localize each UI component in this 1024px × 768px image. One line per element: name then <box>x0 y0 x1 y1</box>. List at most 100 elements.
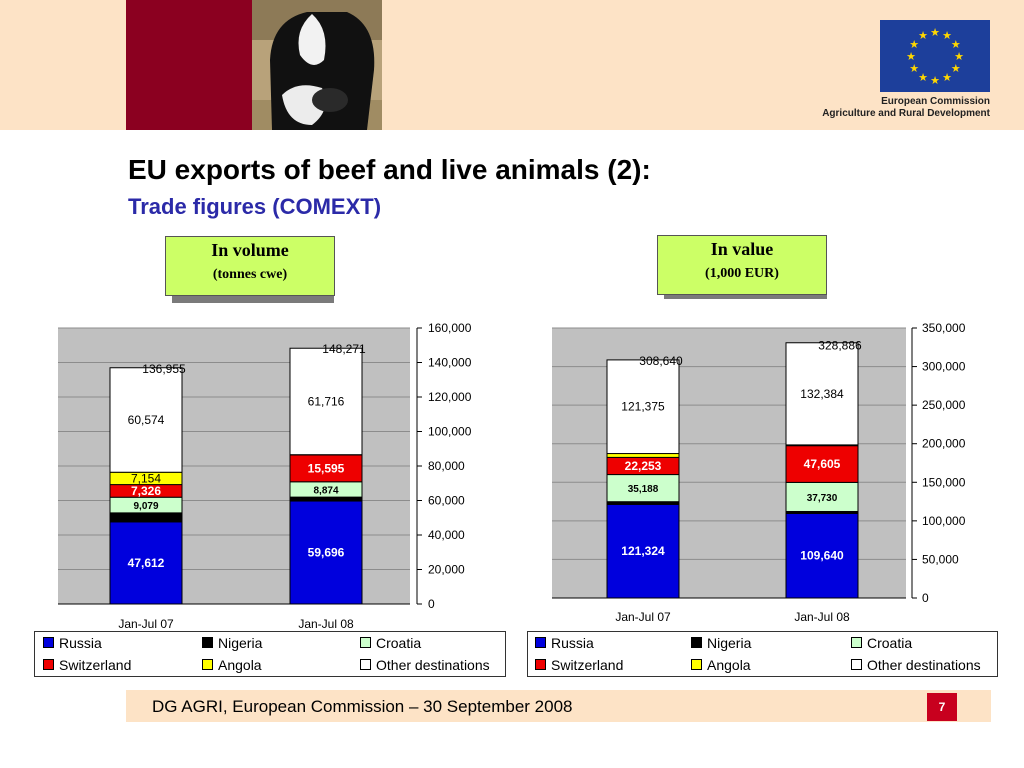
calf-photo <box>252 0 382 130</box>
volume-bar-russia-label: 59,696 <box>308 546 345 560</box>
legend-swatch <box>691 659 702 670</box>
legend-label: Angola <box>218 657 262 673</box>
volume-bar-other-destinations-label: 60,574 <box>128 413 165 427</box>
volume-bar-other-destinations <box>289 347 363 456</box>
legend-label: Croatia <box>376 635 422 651</box>
eu-star-icon: ★ <box>909 63 919 75</box>
legend-swatch <box>202 637 213 648</box>
page-number: 7 <box>927 693 957 721</box>
value-bar-other-destinations <box>606 359 680 455</box>
eu-star-icon: ★ <box>906 51 916 63</box>
volume-bar-switzerland <box>289 454 363 483</box>
legend-swatch <box>360 637 371 648</box>
page-subtitle: Trade figures (COMEXT) <box>128 194 382 219</box>
volume-y-tick-label: 0 <box>428 597 435 611</box>
value-y-tick-label: 100,000 <box>922 514 966 528</box>
legend-label: Switzerland <box>551 657 624 673</box>
volume-bar-croatia-label: 8,874 <box>313 485 338 496</box>
volume-bar-russia <box>289 500 363 605</box>
legend-item-russia: Russia <box>43 635 102 651</box>
volume-y-tick-label: 100,000 <box>428 425 472 439</box>
volume-badge: In volume (tonnes cwe) <box>165 236 335 296</box>
legend-label: Russia <box>59 635 102 651</box>
legend-label: Angola <box>707 657 751 673</box>
header-red-block <box>126 0 252 130</box>
legend-swatch <box>202 659 213 670</box>
volume-badge-unit: (tonnes cwe) <box>212 267 288 282</box>
legend-item-russia: Russia <box>535 635 594 651</box>
volume-chart-legend: Russia Nigeria Croatia Switzerland Angola Oth… <box>34 631 506 677</box>
footer-band <box>126 690 991 722</box>
value-bar-angola <box>606 453 680 458</box>
volume-bar-other-destinations-label: 61,716 <box>308 394 345 408</box>
volume-y-tick-label: 40,000 <box>428 528 465 542</box>
legend-item-other-destinations: Other destinations <box>851 657 981 673</box>
legend-label: Nigeria <box>707 635 752 651</box>
value-y-tick-label: 200,000 <box>922 437 966 451</box>
eu-star-icon: ★ <box>918 72 928 84</box>
value-bar-other-destinations <box>785 342 859 446</box>
eu-star-icon: ★ <box>909 39 919 51</box>
volume-y-tick-label: 140,000 <box>428 356 472 370</box>
value-total-label: 328,886 <box>818 338 862 352</box>
value-chart-legend: Russia Nigeria Croatia Switzerland Angola Oth… <box>527 631 998 677</box>
value-bar-switzerland-label: 22,253 <box>625 459 662 473</box>
eu-star-icon: ★ <box>918 30 928 42</box>
volume-total-label: 136,955 <box>142 362 186 376</box>
volume-bar-angola-label: 7,154 <box>131 471 161 485</box>
volume-total-label: 148,271 <box>322 342 366 356</box>
value-bar-switzerland <box>785 445 859 483</box>
volume-y-tick-label: 120,000 <box>428 390 472 404</box>
value-y-tick-label: 0 <box>922 591 929 605</box>
eu-star-icon: ★ <box>954 51 964 63</box>
value-bar-russia <box>785 512 859 599</box>
volume-bar-switzerland-label: 15,595 <box>308 461 345 475</box>
page-title: EU exports of beef and live animals (2): <box>128 154 651 185</box>
volume-bar-russia <box>109 521 183 605</box>
legend-label: Russia <box>551 635 594 651</box>
legend-label: Croatia <box>867 635 913 651</box>
value-bar-russia-label: 109,640 <box>800 549 844 563</box>
value-bar-croatia-label: 37,730 <box>807 493 838 504</box>
eu-flag-icon: ★ ★★★★★★★★★★★ <box>880 20 990 92</box>
value-y-tick-label: 250,000 <box>922 398 966 412</box>
org-department: Agriculture and Rural Development <box>822 108 990 119</box>
eu-star-icon: ★ <box>942 72 952 84</box>
legend-swatch <box>851 659 862 670</box>
legend-swatch <box>43 637 54 648</box>
legend-label: Nigeria <box>218 635 263 651</box>
value-category-label: Jan-Jul 08 <box>794 610 850 624</box>
value-bar-croatia <box>785 481 859 512</box>
value-total-label: 308,640 <box>639 354 683 368</box>
value-badge-title: In value <box>710 239 774 259</box>
legend-swatch <box>691 637 702 648</box>
value-y-tick-label: 300,000 <box>922 360 966 374</box>
value-badge: In value (1,000 EUR) <box>657 235 827 295</box>
volume-bar-other-destinations <box>109 367 183 473</box>
value-bar-switzerland-label: 47,605 <box>804 457 841 471</box>
eu-star-icon: ★ <box>930 27 940 39</box>
legend-swatch <box>851 637 862 648</box>
volume-badge-title: In volume <box>211 240 289 260</box>
volume-category-label: Jan-Jul 08 <box>298 617 354 631</box>
legend-item-nigeria: Nigeria <box>691 635 751 651</box>
legend-swatch <box>360 659 371 670</box>
legend-item-switzerland: Switzerland <box>535 657 623 673</box>
legend-item-angola: Angola <box>202 657 262 673</box>
value-badge-unit: (1,000 EUR) <box>705 266 779 281</box>
eu-star-icon: ★ <box>951 39 961 51</box>
volume-y-tick-label: 20,000 <box>428 563 465 577</box>
value-y-tick-label: 350,000 <box>922 321 966 335</box>
volume-y-tick-label: 80,000 <box>428 459 465 473</box>
volume-bar-switzerland-label: 7,326 <box>131 484 161 498</box>
value-bar-other-destinations-label: 132,384 <box>800 387 844 401</box>
value-bar-other-destinations-label: 121,375 <box>621 400 665 414</box>
volume-bar-russia-label: 47,612 <box>128 556 165 570</box>
value-y-tick-label: 150,000 <box>922 475 966 489</box>
eu-star-icon: ★ <box>951 63 961 75</box>
legend-item-nigeria: Nigeria <box>202 635 262 651</box>
legend-swatch <box>43 659 54 670</box>
legend-item-croatia: Croatia <box>360 635 421 651</box>
